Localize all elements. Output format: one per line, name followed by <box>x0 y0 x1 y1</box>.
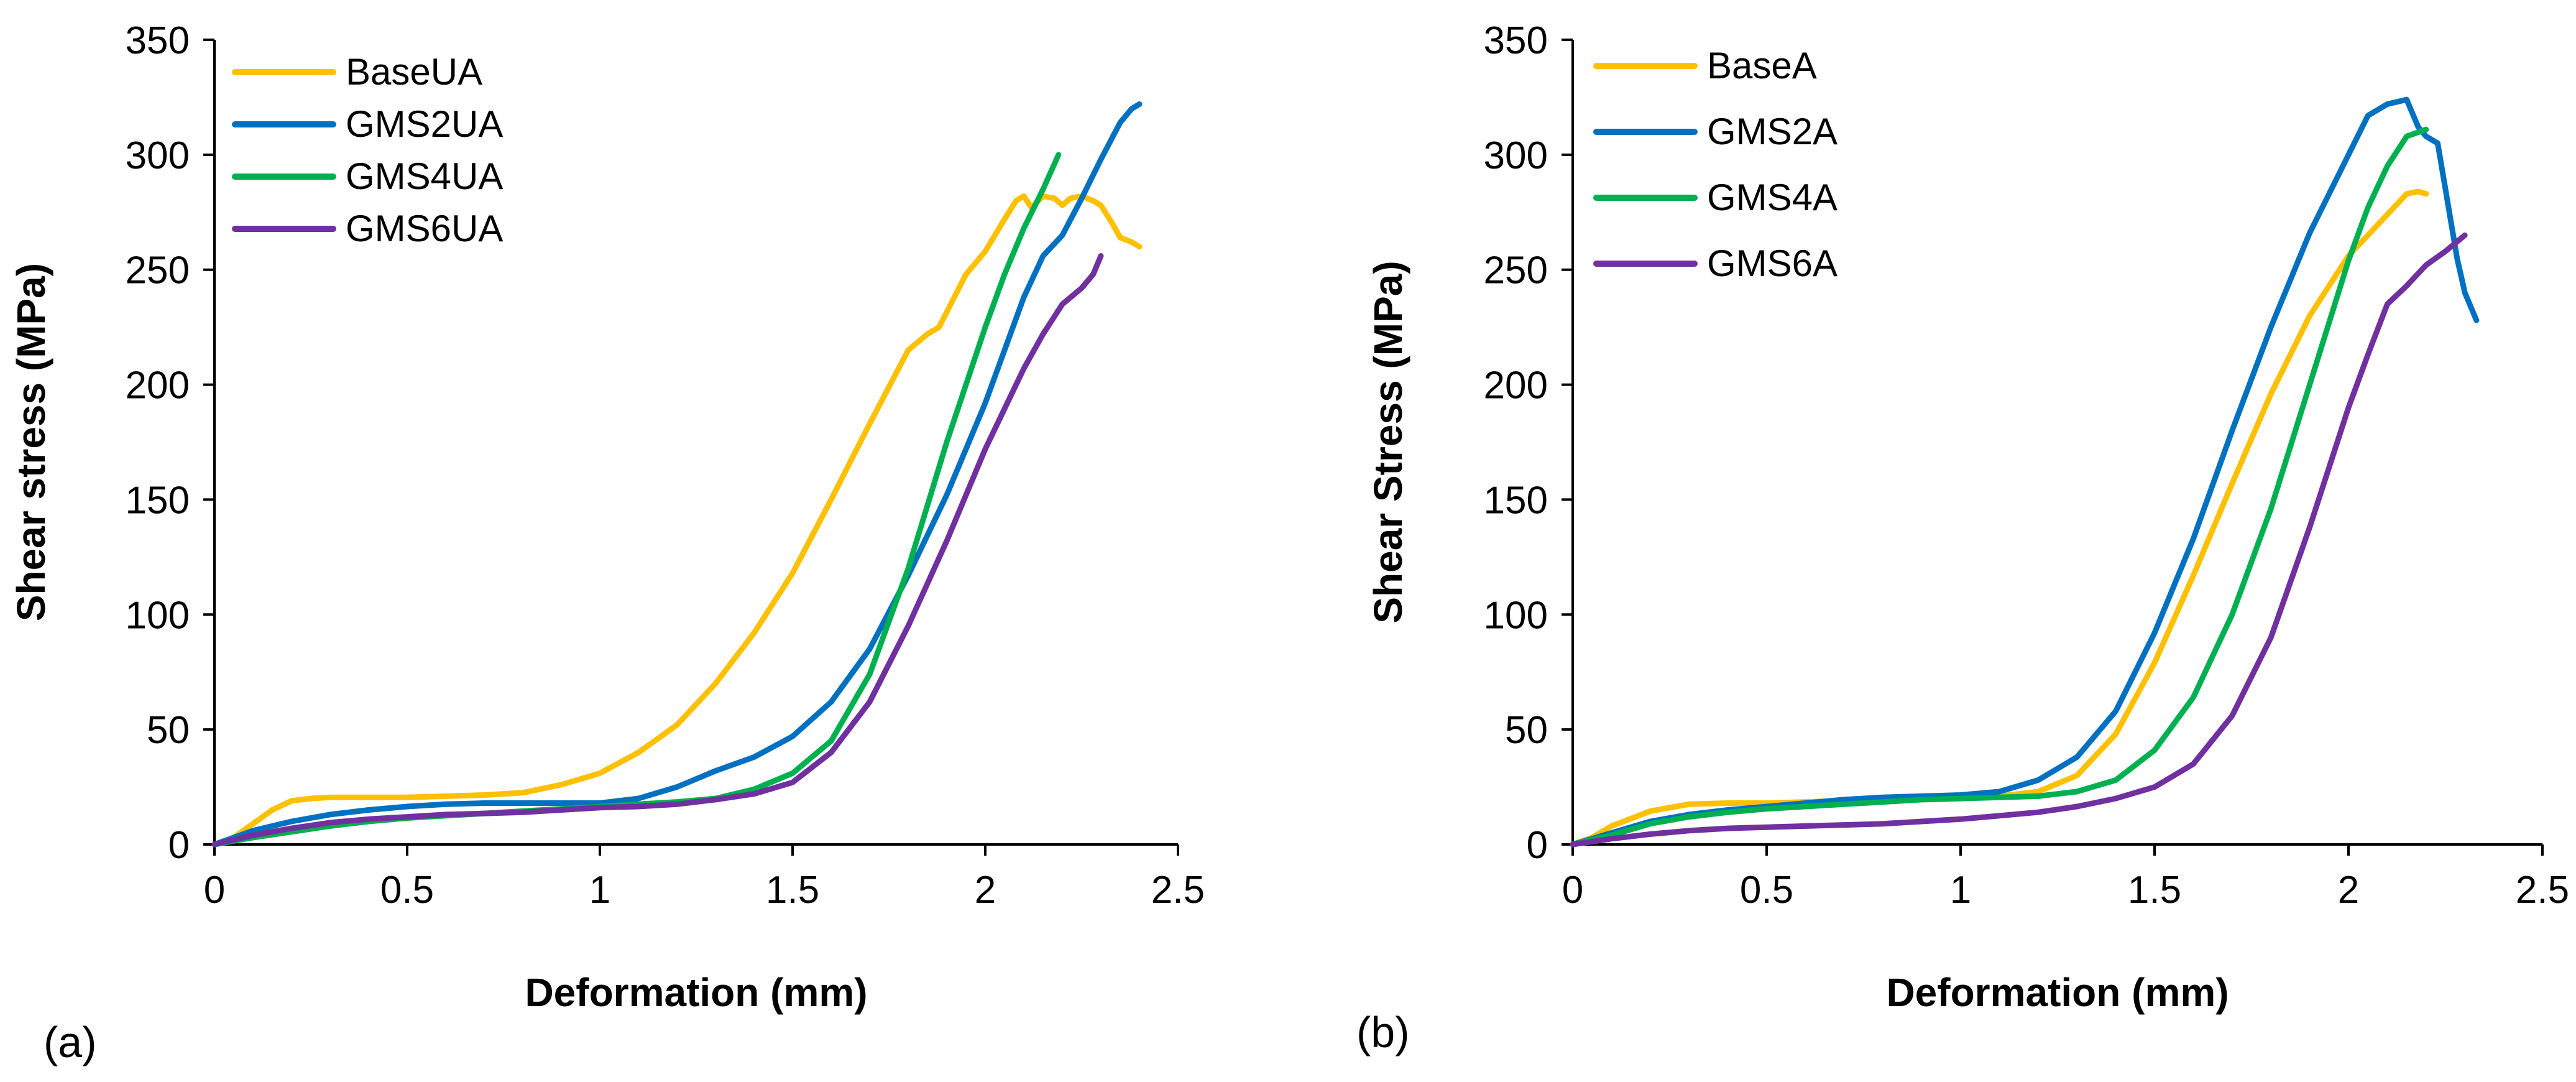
chart0-group: 0 0.5 1 1.5 2 2.5 0 50 100 150 200 250 300 350 Deforma… <box>9 19 1205 1066</box>
chart0-series-baseua-line <box>211 193 1143 848</box>
chart0-y-tick-label: 50 <box>147 709 190 752</box>
chart1-x-tick-label: 1 <box>1950 869 1971 912</box>
chart1-x-tick-label: 0 <box>1562 869 1583 912</box>
chart1-series-gms6a-line <box>1570 232 2468 848</box>
chart1-x-tick-label: 2 <box>2338 869 2359 912</box>
chart0-y-tick-label: 200 <box>126 364 190 407</box>
chart0-y-tick-label: 150 <box>126 479 190 522</box>
chart0-legend-label-gms6ua: GMS6UA <box>346 208 503 249</box>
chart1-x-tick-label: 0.5 <box>1740 869 1793 912</box>
chart0-legend-label-gms2ua: GMS2UA <box>346 103 503 145</box>
chart0-y-tick-label: 250 <box>126 249 190 292</box>
chart1-group: 0 0.5 1 1.5 2 2.5 0 50 100 150 200 250 300 350 Deforma… <box>1356 19 2569 1057</box>
chart1-series-gms4a-line <box>1570 126 2429 848</box>
chart1-y-tick-label: 0 <box>1527 824 1548 867</box>
chart1-x-tick-label: 2.5 <box>2516 869 2569 912</box>
chart1-y-tick-label: 50 <box>1505 709 1548 752</box>
chart1-x-tick-label: 1.5 <box>2128 869 2181 912</box>
chart0-y-axis-title: Shear stress (MPa) <box>9 263 53 621</box>
chart0-legend-label-gms4ua: GMS4UA <box>346 155 503 197</box>
chart0-series-gms2ua-line <box>211 101 1143 848</box>
chart0-x-tick-label: 2 <box>975 869 996 912</box>
chart1-legend: BaseA GMS2A GMS4A GMS6A <box>1593 45 1838 284</box>
chart0-x-tick-label: 1.5 <box>766 869 819 912</box>
chart0-x-axis-title: Deformation (mm) <box>525 970 867 1015</box>
chart0-legend-label-baseua: BaseUA <box>346 51 482 93</box>
chart0-y-tick-label: 100 <box>126 594 190 637</box>
chart1-y-tick-label: 200 <box>1484 364 1548 407</box>
chart1-y-tick-label: 250 <box>1484 249 1548 292</box>
chart0-series-gms4ua-line <box>211 152 1062 848</box>
chart1-legend-label-gms6a: GMS6A <box>1707 243 1838 284</box>
chart1-y-tick-label: 300 <box>1484 134 1548 177</box>
chart1-legend-label-gms2a: GMS2A <box>1707 111 1838 152</box>
chart1-y-tick-label: 100 <box>1484 594 1548 637</box>
chart0-legend: BaseUA GMS2UA GMS4UA GMS6UA <box>232 51 503 249</box>
chart1-y-tick-label: 350 <box>1484 19 1548 62</box>
chart1-y-tick-label: 150 <box>1484 479 1548 522</box>
chart0-x-tick-label: 2.5 <box>1151 869 1205 912</box>
chart0-x-tick-label: 1 <box>589 869 610 912</box>
chart1-legend-label-basea: BaseA <box>1707 45 1817 86</box>
chart0-y-tick-label: 0 <box>168 824 190 867</box>
chart0-y-tick-label: 300 <box>126 134 190 177</box>
chart0-panel-label: (a) <box>44 1018 97 1066</box>
chart1-series-basea-line <box>1570 188 2429 848</box>
chart1-y-axis-title: Shear Stress (MPa) <box>1366 261 1410 623</box>
chart0-x-tick-label: 0 <box>204 869 225 912</box>
chart1-x-axis-title: Deformation (mm) <box>1886 970 2229 1015</box>
chart1-panel-label: (b) <box>1356 1008 1410 1057</box>
chart0-y-tick-label: 350 <box>126 19 190 62</box>
chart0-x-tick-label: 0.5 <box>380 869 434 912</box>
chart0-series-gms6ua-line <box>211 253 1104 848</box>
chart1-legend-label-gms4a: GMS4A <box>1707 177 1838 218</box>
